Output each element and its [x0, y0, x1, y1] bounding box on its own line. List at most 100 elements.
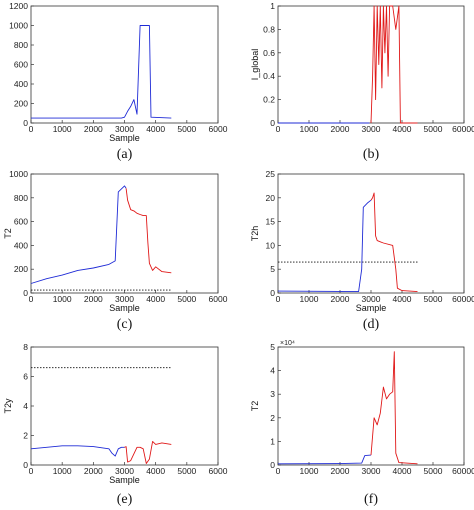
x-tick-label: 3000: [362, 466, 381, 476]
x-tick-label: 5000: [177, 466, 196, 476]
y-tick-label: 600: [14, 217, 28, 227]
y-tick-label: 10: [266, 240, 276, 250]
y-tick-label: 400: [14, 240, 28, 250]
y-exponent-label: ×10⁴: [280, 340, 295, 347]
y-tick-label: 0: [270, 118, 275, 128]
x-tick-label: 1000: [300, 124, 319, 134]
x-tick-label: 0: [276, 466, 281, 476]
x-tick-label: 4000: [393, 466, 412, 476]
x-tick-label: 2000: [331, 466, 350, 476]
series-line-2: [370, 192, 418, 293]
y-tick-label: 1: [270, 1, 275, 11]
y-tick-label: 0.8: [263, 24, 275, 34]
series-line-1: [277, 199, 372, 293]
y-tick-label: 0.6: [263, 48, 275, 58]
chart-panel-2: 0 1000 2000 3000 4000 5000 60000 0 0.2 0.4 0.6 0.8 1…: [250, 1, 474, 162]
series-line-2: [370, 351, 418, 465]
panel-caption: (c): [117, 317, 133, 332]
x-tick-label: 4000: [146, 466, 165, 476]
x-tick-label: 60000: [452, 466, 474, 476]
chart-panel-4: 0 1000 2000 3000 4000 5000 60000 0 5 10 15 20 25 Samp…: [250, 169, 474, 332]
y-tick-label: 200: [14, 264, 28, 274]
series-line-1: [277, 454, 372, 465]
y-axis-label: I_global: [250, 49, 260, 81]
y-tick-label: 0: [23, 288, 28, 298]
x-tick-label: 0: [276, 124, 281, 134]
x-tick-label: 1000: [53, 294, 72, 304]
y-tick-label: 0.2: [263, 95, 275, 105]
y-axis-label: T2y: [3, 398, 13, 414]
y-tick-label: 1200: [9, 1, 28, 11]
x-axis-label: Sample: [109, 133, 140, 143]
series-line-2: [125, 188, 172, 274]
plot-area: [277, 173, 465, 294]
plot-area: [277, 346, 465, 466]
x-tick-label: 6000: [209, 466, 228, 476]
y-tick-label: 1: [270, 436, 275, 446]
y-tick-label: 2: [23, 431, 28, 441]
x-tick-label: 0: [29, 294, 34, 304]
x-tick-label: 4000: [393, 294, 412, 304]
y-tick-label: 15: [266, 217, 276, 227]
y-tick-label: 0: [270, 460, 275, 470]
x-tick-label: 3000: [115, 124, 134, 134]
y-tick-label: 4: [23, 401, 28, 411]
series-line-2: [370, 5, 418, 124]
x-tick-label: 2000: [84, 124, 103, 134]
x-tick-label: 1000: [300, 466, 319, 476]
plot-area: [30, 173, 219, 294]
chart-panel-1: 0 1000 2000 3000 4000 5000 6000 0 200 400 600 800 10…: [9, 1, 228, 162]
y-tick-label: 4: [270, 366, 275, 376]
x-tick-label: 5000: [424, 466, 443, 476]
x-tick-label: 1000: [53, 124, 72, 134]
y-tick-label: 0.4: [263, 71, 275, 81]
y-axis-label: T2: [3, 228, 13, 239]
y-tick-label: 5: [270, 264, 275, 274]
y-tick-label: 8: [23, 342, 28, 352]
x-tick-label: 3000: [362, 294, 381, 304]
x-tick-label: 60000: [452, 124, 474, 134]
plot-area: [277, 5, 465, 124]
x-tick-label: 5000: [424, 124, 443, 134]
y-tick-label: 1000: [9, 21, 28, 31]
x-axis-label: Sample: [109, 303, 140, 313]
y-tick-label: 800: [14, 40, 28, 50]
x-tick-label: 4000: [393, 124, 412, 134]
x-tick-label: 5000: [177, 294, 196, 304]
x-tick-label: 6000: [209, 124, 228, 134]
x-tick-label: 1000: [300, 294, 319, 304]
x-axis-label: Sample: [109, 475, 140, 485]
y-tick-label: 400: [14, 79, 28, 89]
y-tick-label: 3: [270, 389, 275, 399]
x-tick-label: 2000: [331, 294, 350, 304]
x-tick-label: 4000: [146, 294, 165, 304]
panel-caption: (b): [363, 147, 380, 162]
x-tick-label: 4000: [146, 124, 165, 134]
y-axis-label: T2h: [250, 226, 260, 242]
x-tick-label: 2000: [331, 124, 350, 134]
y-tick-label: 0: [23, 118, 28, 128]
series-line-1: [31, 25, 172, 119]
x-tick-label: 3000: [115, 294, 134, 304]
y-tick-label: 2: [270, 413, 275, 423]
chart-panel-6: 0 1000 2000 3000 4000 5000 60000 0 1 2 3 4 5 ×10⁴ T2 (f…: [250, 340, 474, 507]
series-line-2: [124, 440, 172, 464]
plot-area: [30, 5, 219, 124]
series-line-1: [30, 445, 125, 457]
series-line-1: [30, 185, 127, 284]
x-tick-label: 0: [276, 294, 281, 304]
panel-caption: (f): [364, 492, 378, 507]
x-tick-label: 0: [29, 124, 34, 134]
y-tick-label: 5: [270, 342, 275, 352]
x-tick-label: 6000: [209, 294, 228, 304]
x-axis-label: Sample: [356, 303, 387, 313]
plot-area: [30, 346, 219, 466]
y-tick-label: 25: [266, 169, 276, 179]
y-tick-label: 0: [23, 460, 28, 470]
panel-caption: (a): [117, 147, 133, 162]
y-tick-label: 800: [14, 193, 28, 203]
x-tick-label: 5000: [424, 294, 443, 304]
x-tick-label: 0: [29, 466, 34, 476]
y-tick-label: 200: [14, 99, 28, 109]
